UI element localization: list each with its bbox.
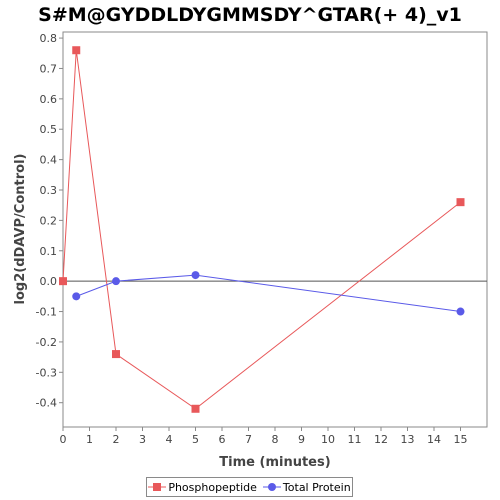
x-tick-label: 7 <box>245 433 252 446</box>
y-tick-label: 0.0 <box>40 275 58 288</box>
x-tick-label: 10 <box>321 433 335 446</box>
x-tick-label: 12 <box>374 433 388 446</box>
legend: Phosphopeptide Total Protein <box>146 477 353 497</box>
data-point-total-protein <box>72 292 81 301</box>
x-tick-label: 8 <box>272 433 279 446</box>
plot-area <box>62 31 488 428</box>
y-tick-label: 0.7 <box>40 62 58 75</box>
series-layer <box>59 46 465 413</box>
legend-item-total-protein: Total Protein <box>262 480 351 494</box>
y-axis-ticks: -0.4 -0.3 -0.2 -0.1 0.0 0.1 0.2 0.3 0.4 0.5 0.6 0.7… <box>36 32 63 410</box>
y-tick-label: 0.4 <box>40 154 58 167</box>
data-point-phosphopeptide <box>456 198 465 207</box>
y-tick-label: 0.6 <box>40 93 58 106</box>
series-line-total-protein <box>76 274 461 313</box>
chart-title: S#M@GYDDLDYGMMSDY^GTAR(+ 4)_v1 <box>38 4 462 26</box>
y-tick-label: 0.3 <box>40 184 58 197</box>
x-axis-title: Time (minutes) <box>219 455 330 470</box>
x-tick-label: 1 <box>86 433 93 446</box>
x-tick-label: 5 <box>192 433 199 446</box>
x-tick-label: 9 <box>298 433 305 446</box>
x-tick-label: 11 <box>348 433 362 446</box>
y-tick-label: -0.2 <box>36 336 57 349</box>
legend-item-phosphopeptide: Phosphopeptide <box>148 481 257 494</box>
y-tick-label: -0.3 <box>36 366 57 379</box>
data-point-phosphopeptide <box>112 350 120 359</box>
data-point-phosphopeptide <box>72 46 81 55</box>
data-point-total-protein <box>191 271 200 280</box>
x-tick-label: 15 <box>454 433 468 446</box>
legend-circle-marker-icon <box>262 483 281 491</box>
x-tick-label: 4 <box>166 433 173 446</box>
y-tick-label: 0.8 <box>40 32 58 45</box>
x-tick-label: 0 <box>60 433 67 446</box>
y-tick-label: 0.1 <box>40 245 58 258</box>
data-point-phosphopeptide <box>191 404 200 413</box>
x-tick-label: 13 <box>401 433 415 446</box>
x-tick-label: 14 <box>427 433 441 446</box>
x-tick-label: 6 <box>219 433 226 446</box>
y-axis-title: log2(dDAVP/Control) <box>13 154 28 305</box>
y-tick-label: 0.2 <box>40 214 58 227</box>
data-point-phosphopeptide <box>59 277 67 286</box>
x-tick-label: 2 <box>113 433 120 446</box>
y-tick-label: -0.1 <box>36 306 57 319</box>
data-point-total-protein <box>456 307 465 316</box>
y-tick-label: 0.5 <box>40 123 58 136</box>
x-axis-ticks: 0 1 2 3 4 5 6 7 8 9 10 11 12 13 14 15 <box>60 427 468 446</box>
y-tick-label: -0.4 <box>36 397 57 410</box>
x-tick-label: 3 <box>139 433 146 446</box>
data-point-total-protein <box>112 277 120 286</box>
legend-square-marker-icon <box>148 483 167 491</box>
legend-label-total-protein: Total Protein <box>282 480 351 494</box>
legend-label-phosphopeptide: Phosphopeptide <box>168 480 257 494</box>
